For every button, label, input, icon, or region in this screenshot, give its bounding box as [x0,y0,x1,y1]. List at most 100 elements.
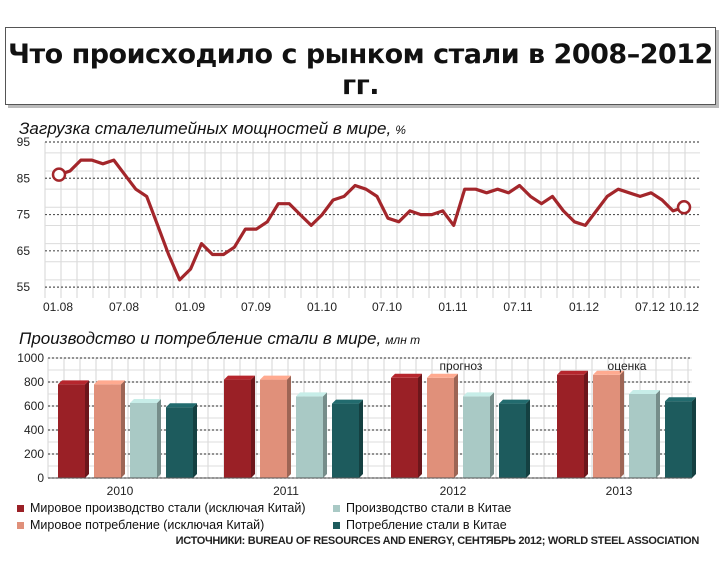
bar-side [526,399,530,478]
category-label: 2010 [107,484,134,498]
bar-top [166,403,197,408]
bar-side [656,390,660,478]
bar [224,379,251,478]
source-note: ИСТОЧНИКИ: BUREAU OF RESOURCES AND ENERG… [175,535,700,547]
bar [629,394,656,478]
y-tick-label: 95 [17,135,31,149]
data-point [51,167,67,182]
bar-side [418,373,422,478]
bar-side [454,373,458,478]
y-tick-label: 55 [17,280,31,294]
legend-swatch [17,505,24,513]
x-tick-label: 01.11 [438,300,467,314]
x-tick-label: 07.12 [635,300,665,314]
legend-label: Мировое производство стали (исключая Кит… [30,501,306,515]
bar-top [593,370,624,375]
category-note: оценка [608,359,647,373]
bar [130,403,157,478]
bar-side [287,375,291,478]
bar-side [85,380,89,478]
bar-top [94,380,125,385]
legend-swatch [17,522,24,530]
bar-top [557,370,588,375]
bar [166,407,193,478]
bar-chart-title-text: Производство и потребление стали в мире, [19,329,381,348]
line-series-capacity [57,158,686,282]
legend-label: Мировое потребление (исключая Китай) [30,518,265,532]
bar-chart-unit: млн т [385,333,420,347]
line-chart-title-text: Загрузка сталелитейных мощностей в мире, [19,119,391,138]
bar-top [58,380,89,385]
x-tick-label: 07.10 [372,300,402,314]
bar-top [260,375,291,380]
x-tick-label: 01.08 [43,300,73,314]
bar [593,374,620,478]
bar-side [490,392,494,478]
legend-item-world-consumption: Мировое потребление (исключая Китай) [17,518,264,532]
y-tick-label: 200 [24,447,44,461]
y-tick-label: 800 [24,375,44,389]
x-tick-label: 01.12 [569,300,599,314]
bar [332,403,359,478]
bar-top [629,390,660,394]
bar [391,377,418,478]
bar-side [620,370,624,478]
x-tick-label: 10.12 [669,300,699,314]
bar [557,374,584,478]
bar-side [323,392,327,478]
bar [296,396,323,478]
y-tick-label: 1000 [17,351,44,365]
y-tick-label: 600 [24,399,44,413]
bar-side [359,399,363,478]
bar-top [391,373,422,378]
bar-chart-title: Производство и потребление стали в мире,… [19,329,420,348]
title-box: Что происходило с рынком стали в 2008–20… [5,27,716,105]
bar-side [157,399,161,478]
line-chart-title: Загрузка сталелитейных мощностей в мире,… [19,119,406,138]
legend-swatch [333,505,340,513]
bar-top [296,392,327,397]
legend-label: Производство стали в Китае [346,501,512,515]
bar-top [332,399,363,404]
bar [427,377,454,478]
x-tick-label: 07.11 [503,300,532,314]
category-label: 2013 [606,484,633,498]
y-tick-label: 75 [17,208,31,222]
category-label: 2011 [273,484,299,498]
x-tick-label: 07.08 [109,300,139,314]
bar-side [692,397,696,478]
bar-side [584,370,588,478]
legend-label: Потребление стали в Китае [346,518,507,532]
legend-item-china-consumption: Потребление стали в Китае [333,518,507,532]
bar [94,384,121,478]
bar-top [499,399,530,404]
x-tick-label: 01.09 [175,300,205,314]
bar [58,384,85,478]
line-chart-unit: % [395,123,406,137]
bar-side [251,375,255,478]
category-label: 2012 [440,484,467,498]
bar [463,396,490,478]
page-title: Что происходило с рынком стали в 2008–20… [8,39,713,101]
y-tick-label: 85 [17,171,31,185]
y-tick-label: 65 [17,244,31,258]
legend-swatch [333,522,340,530]
bar-side [121,380,125,478]
legend-item-world-production: Мировое производство стали (исключая Кит… [17,501,306,515]
x-tick-label: 01.10 [307,300,337,314]
bar [499,403,526,478]
bar-top [665,397,696,402]
bar-top [463,392,494,397]
category-note: прогноз [440,359,483,373]
y-tick-label: 0 [37,471,44,485]
bar-top [224,375,255,380]
data-point [676,200,692,215]
bar-side [193,403,197,478]
bar [665,401,692,478]
bar-top [130,399,161,403]
x-tick-label: 07.09 [241,300,271,314]
legend-item-china-production: Производство стали в Китае [333,501,511,515]
y-tick-label: 400 [24,423,44,437]
bar [260,379,287,478]
